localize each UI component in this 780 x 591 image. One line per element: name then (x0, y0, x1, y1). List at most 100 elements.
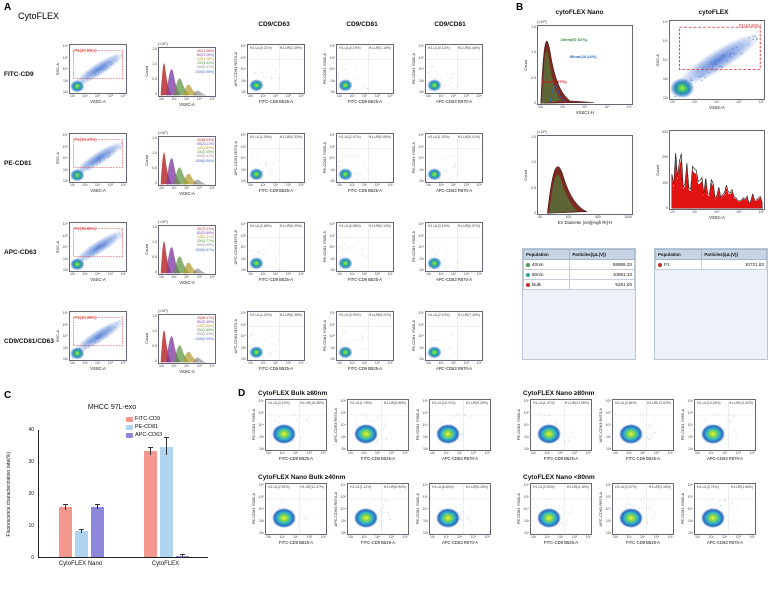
population-table: Population Particles(/μL(V)) P1 10721.63 (654, 248, 768, 360)
marker-density-plot: APC-CD63 R670-A 10⁶ 10⁵ 10⁴ 10³ 10² H1-UL(1.11… (332, 483, 409, 546)
quadrant-ul-label: H1-UL(1.11%) (350, 485, 372, 489)
tick-label: 10² (523, 447, 529, 451)
tick-label: 10⁵ (388, 535, 395, 539)
tick-label: 10⁶ (62, 44, 68, 48)
tick-label: 200 (662, 155, 668, 160)
x-axis-label-text: VSSC-A (709, 215, 725, 220)
row-label: FITC-CD9 (2, 71, 54, 78)
density-plot-graphic (426, 312, 482, 360)
tick-label: 10⁶ (687, 483, 693, 487)
tick-label: 10² (159, 363, 165, 368)
tick-label: 10⁶ (667, 535, 673, 539)
tick-label: 10⁶ (240, 222, 246, 226)
stain-row: CD9/CD81/CD63 SSC-A 10⁶ 10⁵ 10⁴ 10³ 10² P1(44.2… (2, 297, 499, 386)
x-axis-label-text: FITC-CD9 B525-A (278, 456, 314, 461)
tick-label: 10³ (279, 535, 285, 539)
size-histogram: Count 1.5 1.0 0.5 0 (×10³) 40(69.47%) 80(22.35%… (143, 309, 216, 375)
tick-label: 10⁵ (329, 144, 335, 149)
tick-label: 10² (62, 268, 68, 272)
x-axis-label-text: FITC-CD9 B525-A (258, 188, 294, 193)
y-axis-ticks: 10⁶ 10⁵ 10⁴ 10³ 10² (327, 222, 336, 272)
y-axis-ticks: 10⁶ 10⁵ 10⁴ 10³ 10² (238, 44, 247, 94)
tick-label: 10³ (340, 435, 346, 439)
tick-label: 10² (426, 272, 432, 276)
tick-label: 10⁶ (258, 399, 264, 403)
tick-label: 10⁵ (463, 272, 470, 276)
x-axis-label-text: FITC-CD9 B525-A (543, 540, 579, 545)
peak-label: 200(1.92%) (196, 61, 214, 66)
density-plot-graphic (337, 312, 393, 360)
plot-area: 40(71.08%) 80(21.06%) 100(2.28%) 200(1.92%)… (158, 46, 216, 97)
quadrant-ur-label: H1-UR(7.46%) (457, 313, 480, 317)
tick-label: 10⁵ (470, 451, 477, 455)
x-axis-ticks: 10² 10³ 10⁴ 10⁵ 10⁶ (158, 97, 216, 102)
tick-label: 10⁶ (484, 535, 490, 539)
tick-label: 10² (426, 361, 432, 365)
quadrant-ur-label: H1-UR(21.96%) (564, 401, 589, 405)
tick-label: 10⁶ (329, 311, 335, 315)
y-axis-ticks: 10⁶ 10⁵ 10⁴ 10³ 10² (420, 399, 429, 451)
axis-exponent-text: (×10³) (158, 308, 168, 313)
tick-label: 100 (662, 180, 668, 185)
x-axis-label-text: APC-CD63 R670-A (441, 456, 479, 461)
panel-b-letter: B (516, 2, 524, 13)
quadrant-ur-label: H1-UR(0.85%) (368, 135, 391, 139)
x-axis-label: APC-CD63 R670-A (425, 99, 483, 105)
legend-entry: PE-CD81 (126, 424, 162, 430)
plot-column: (×10³) 40(68.54%) 80(23.11%) 100(2.84%) 200(… (158, 131, 216, 197)
tick-label: 10⁵ (62, 233, 68, 238)
size-histogram: Count 1.5 1.0 0.5 0 (×10³) 40(68.54%) 80(23.11%… (143, 131, 216, 197)
tick-label: 10⁵ (285, 94, 292, 98)
quadrant-ur-label: H1-UR(8.86%) (383, 401, 406, 405)
tick-label: 10² (337, 361, 343, 365)
x-axis-label: APC-CD63 R670-A (425, 277, 483, 283)
density-plot-graphic (160, 62, 208, 96)
quadrant-ul-label: H1-UL(0.08%) (339, 224, 361, 228)
tick-label: 10³ (62, 345, 68, 350)
tick-label: 10³ (418, 167, 424, 172)
density-plot-graphic (337, 134, 393, 182)
gate-range-label: Bulk(72.67%) (541, 79, 567, 85)
x-axis-label-text: FITC-CD9 B525-A (347, 99, 383, 104)
x-axis-label: VSSC-A (669, 105, 765, 111)
quadrant-ul-label: H1-UL(2.52%) (268, 485, 290, 489)
tick-label: 10⁴ (95, 183, 101, 187)
tick-label: 10⁴ (605, 423, 611, 427)
tick-label: 10⁴ (375, 451, 381, 455)
x-axis-label-text: APC-CD63 R670-A (706, 540, 744, 545)
peak-label: 200(1.89%) (196, 328, 214, 333)
tick-label: 10⁴ (722, 451, 728, 455)
tick-label: 10² (531, 535, 537, 539)
tick-label: 10² (70, 94, 76, 98)
marker-dot-plot: PE-CD81 Y585-A 10⁶ 10⁵ 10⁴ 10³ 10² H1-UL(0.19%… (321, 44, 394, 105)
tick-label: 10³ (687, 435, 693, 439)
peak-label: 500(0.37%) (196, 65, 214, 70)
tick-label: 10⁴ (640, 451, 646, 455)
x-axis-label: FITC-CD9 B525-A (336, 188, 394, 194)
tick-label: 10⁵ (196, 274, 203, 279)
tick-label: 10⁴ (293, 535, 299, 539)
plot-slot: Count 1.5 1.0 0.5 0 (×10³) 40nm(57.02%) 80nm(10… (522, 20, 633, 116)
tick-label: 10⁴ (184, 96, 190, 101)
tick-label: 10³ (349, 94, 355, 98)
tick-label: 10⁶ (298, 361, 304, 365)
tick-label: 10⁶ (298, 183, 304, 187)
population-table-grid: Population Particles(/μL(V)) P1 10721.63 (654, 249, 767, 270)
y-axis-ticks: 10⁶ 10⁵ 10⁴ 10³ 10² (238, 311, 247, 361)
tick-label: 10⁵ (605, 411, 611, 415)
x-axis-label: VSSC-A (69, 366, 127, 372)
population-table: Population Particles(/μL(V)) 40nm 59589.33 8… (522, 248, 636, 360)
y-axis-label-text: PE-CD81 Y585-A (679, 409, 685, 441)
x-axis-ticks: 10² 10³ 10⁴ 10⁵ 10⁶ (537, 105, 633, 110)
population-table-grid: Population Particles(/μL(V)) 40nm 59589.33 8… (522, 249, 635, 290)
tick-label: 10⁶ (418, 44, 424, 48)
column-header: CD9/CD81 (434, 21, 466, 28)
row-label-text: PE-CD81 (4, 160, 32, 167)
x-axis-label: APC-CD63 R670-A (694, 456, 756, 462)
y-axis-label-text: PE-CD81 Y585-A (250, 493, 256, 525)
tick-label: 10³ (82, 272, 88, 276)
tick-label: 1.0 (531, 160, 536, 165)
axis-exponent-text: (×10³) (158, 41, 168, 46)
density-plot-graphic (613, 484, 673, 534)
x-axis-ticks: 10² 10³ 10⁴ 10⁵ 10⁶ (425, 94, 483, 99)
